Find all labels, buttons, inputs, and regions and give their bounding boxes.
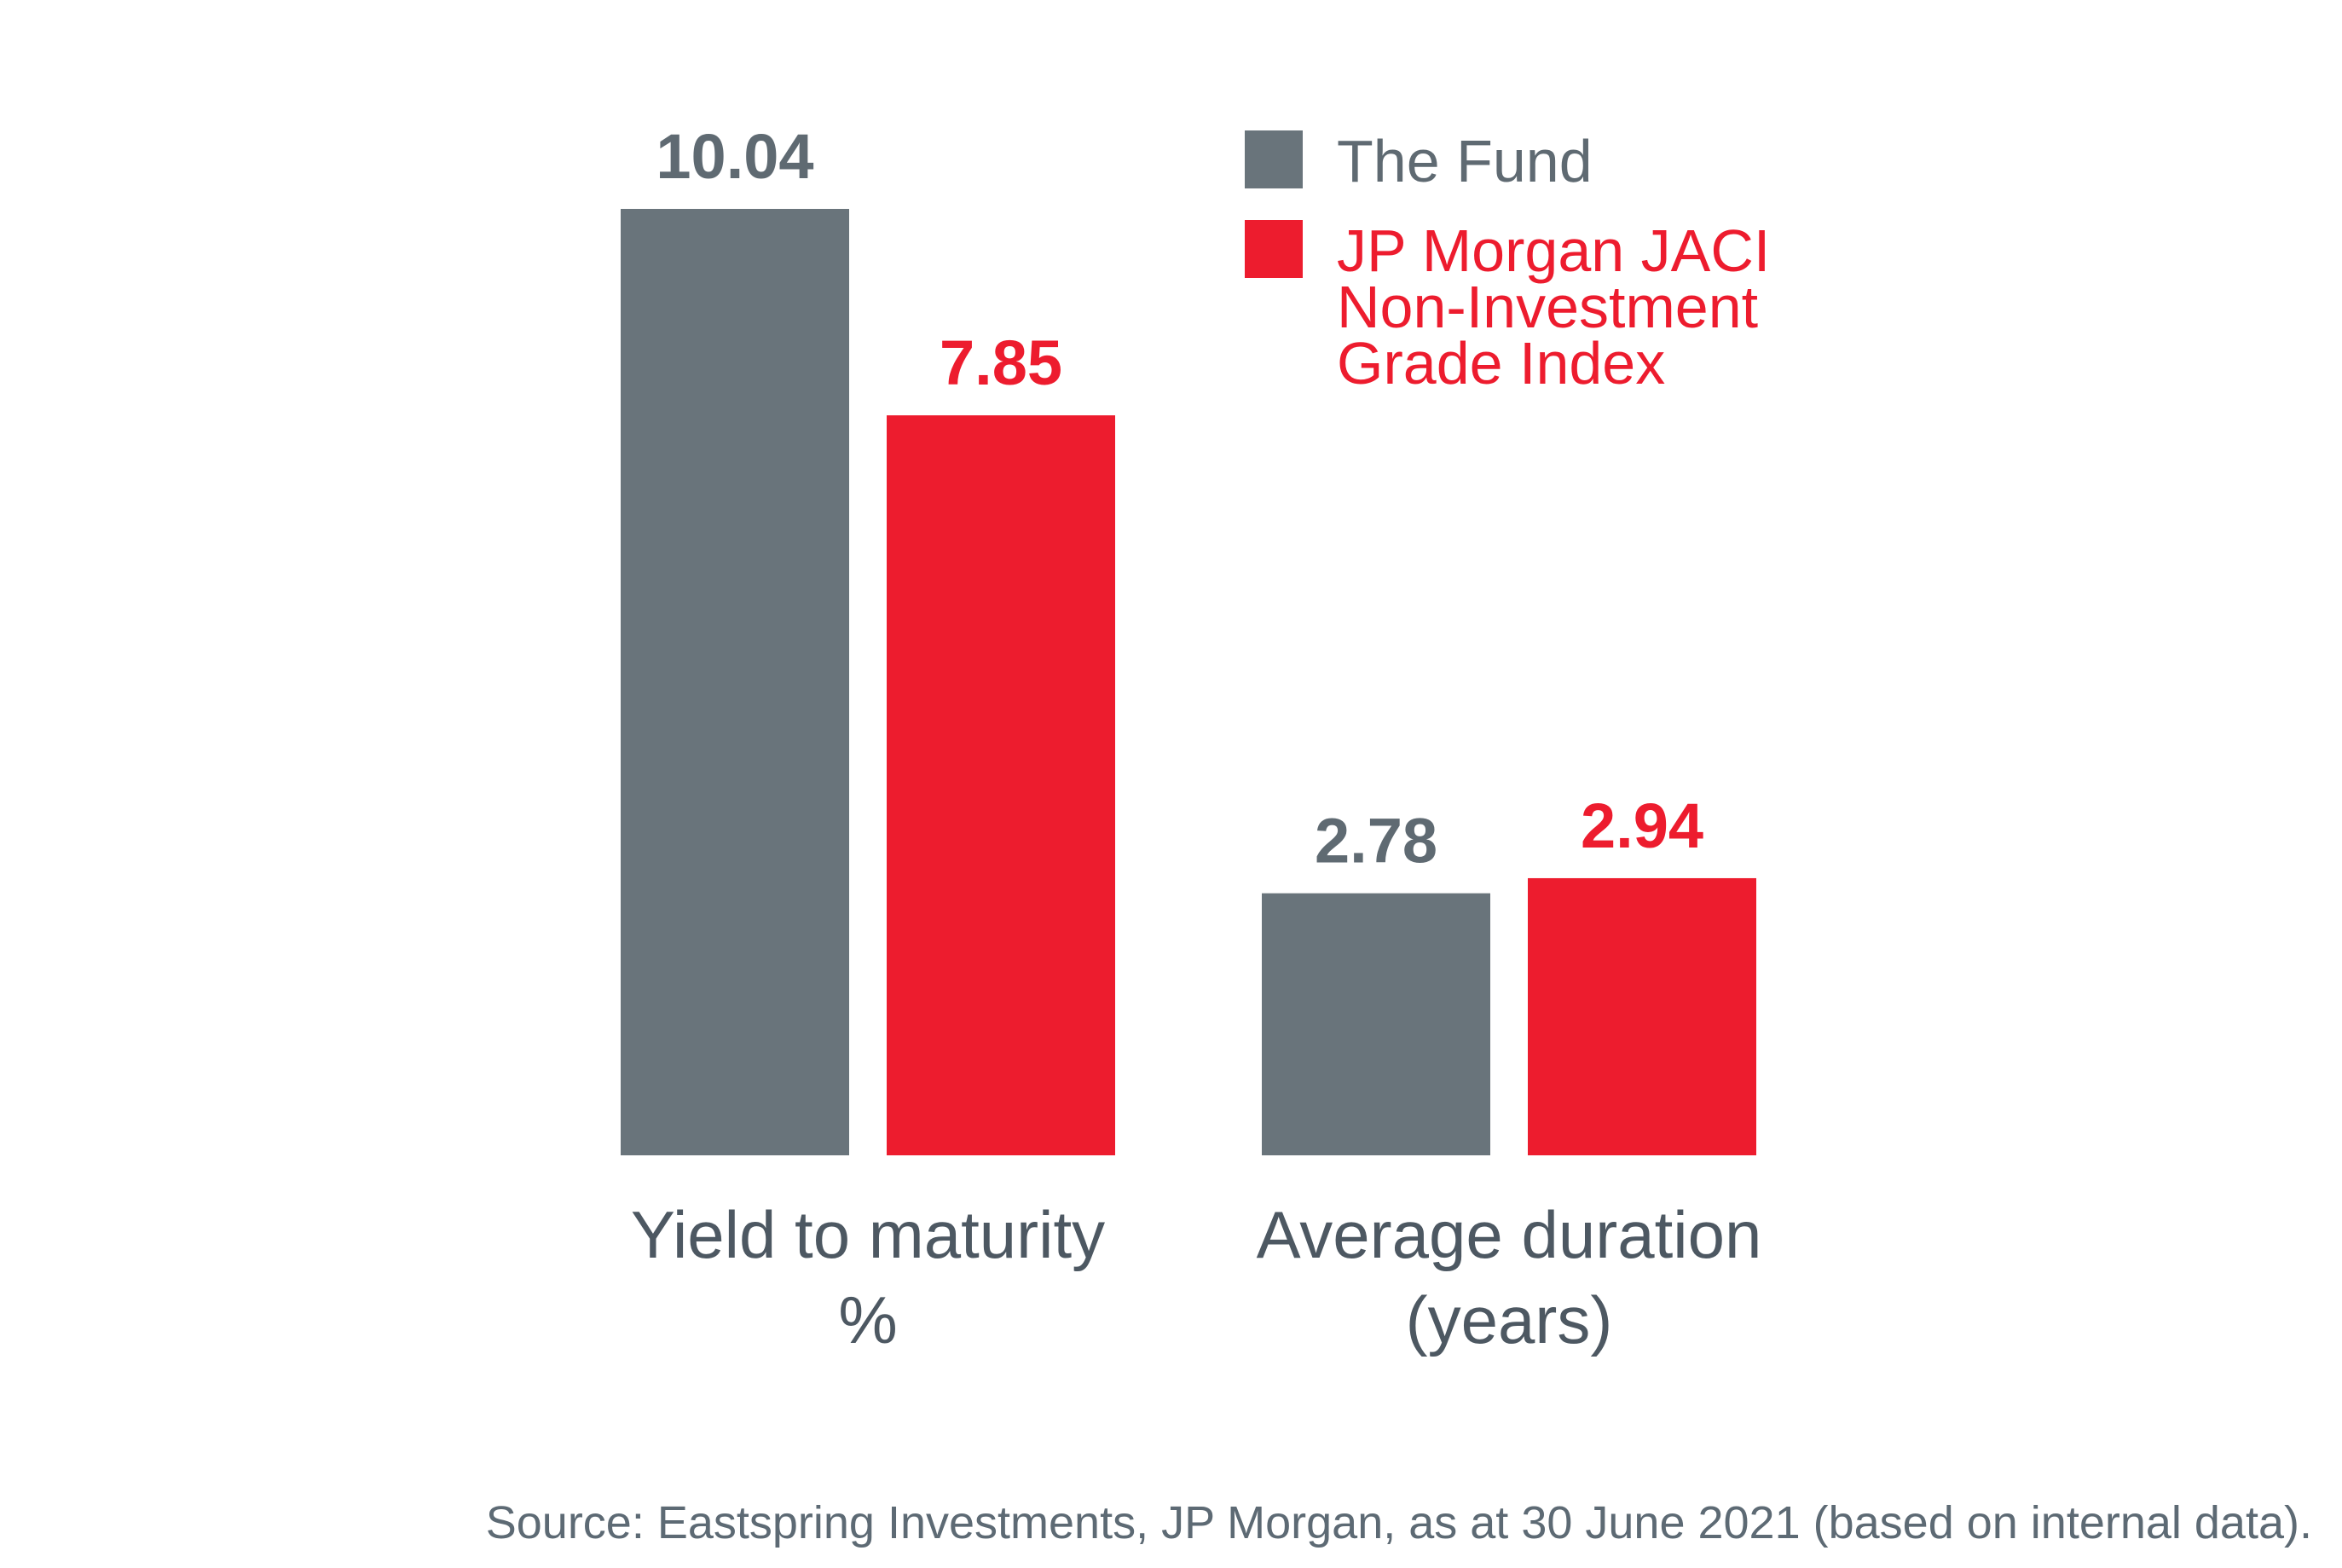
category-label-1-line-0: Average duration [1257, 1197, 1762, 1272]
bar-series-1-category-0 [887, 415, 1115, 1155]
bars-layer [621, 209, 1756, 1155]
source-note: Source: Eastspring Investments, JP Morga… [486, 1497, 2312, 1548]
category-labels-layer: Yield to maturity% Average duration (years… [631, 1197, 1761, 1357]
value-labels-layer: 10.04 2.78 7.85 2.94 [656, 121, 1703, 877]
legend-swatch-1 [1245, 220, 1303, 278]
value-label-series-0-category-0: 10.04 [656, 121, 813, 192]
value-label-series-1-category-0: 7.85 [940, 327, 1062, 398]
legend-label-0-line-0: The Fund [1337, 128, 1593, 194]
value-label-series-0-category-1: 2.78 [1315, 806, 1437, 877]
bar-series-0-category-1 [1262, 893, 1490, 1155]
legend-label-1-line-2: Grade Index [1337, 330, 1665, 396]
category-label-1-line-1: (years) [1406, 1282, 1613, 1357]
legend-label-1-line-1: Non-Investment [1337, 274, 1758, 340]
category-label-0-line-1: % [838, 1282, 897, 1357]
category-label-0-line-0: Yield to maturity [631, 1197, 1105, 1272]
legend-label-1-line-0: JP Morgan JACI [1337, 217, 1770, 284]
legend: The Fund JP Morgan JACINon-InvestmentGrad… [1245, 128, 1770, 396]
legend-swatch-0 [1245, 130, 1303, 188]
bar-series-0-category-0 [621, 209, 849, 1155]
value-label-series-1-category-1: 2.94 [1581, 790, 1703, 861]
bar-series-1-category-1 [1528, 877, 1756, 1155]
